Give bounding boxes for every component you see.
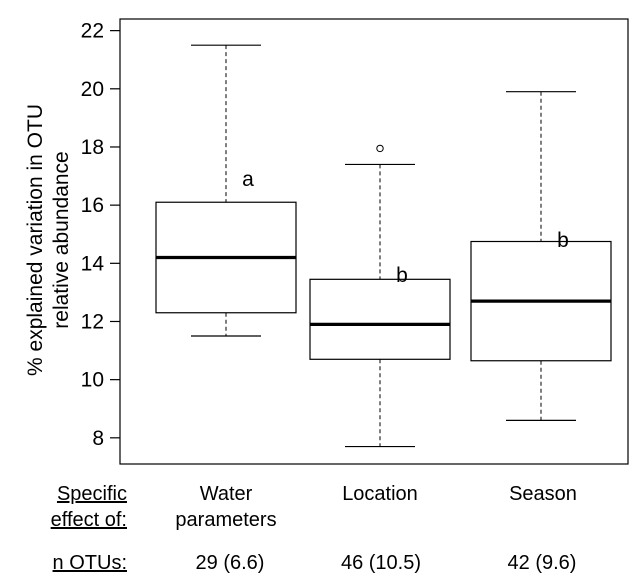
n-otus-water: 29 (6.6) <box>195 552 265 574</box>
y-tick-label: 18 <box>81 136 104 159</box>
n-otus-season: 42 (9.6) <box>507 552 577 574</box>
iqr-box <box>309 278 451 360</box>
box-plot-chart: % explained variation in OTU relative ab… <box>24 18 629 465</box>
y-tick-label: 14 <box>81 252 105 275</box>
box-3: b <box>470 91 612 421</box>
group-letter: b <box>396 264 408 287</box>
category-label-location: Location <box>342 483 418 505</box>
category-label-season: Season <box>509 483 577 505</box>
y-axis: 8 10 12 14 16 18 20 22 <box>81 20 120 450</box>
y-axis-label-line-1: % explained variation in OTU <box>24 104 47 376</box>
outlier-point <box>376 144 384 153</box>
y-tick-label: 22 <box>81 20 104 43</box>
n-otus-location: 46 (10.5) <box>340 552 422 574</box>
group-letter: a <box>242 168 254 191</box>
boxes: a b b <box>155 44 612 448</box>
y-axis-label-line-2: relative abundance <box>50 151 73 328</box>
y-axis-label: % explained variation in OTU relative ab… <box>24 104 73 376</box>
y-tick-label: 16 <box>81 194 104 217</box>
category-label-water-line-1: Water <box>199 483 253 505</box>
n-otus-label: n OTUs: <box>52 552 127 574</box>
specific-effect-label-line-1: Specific <box>56 483 127 505</box>
y-tick-label: 8 <box>92 427 104 450</box>
y-tick-label: 20 <box>81 78 104 101</box>
box-2: b <box>309 144 451 448</box>
category-label-water-line-2: parameters <box>175 509 277 531</box>
group-letter: b <box>557 229 569 252</box>
specific-effect-label-line-2: effect of: <box>50 509 127 531</box>
y-tick-label: 10 <box>81 369 104 392</box>
box-1: a <box>155 44 297 337</box>
y-tick-label: 12 <box>81 310 104 333</box>
plot-frame <box>119 18 629 465</box>
